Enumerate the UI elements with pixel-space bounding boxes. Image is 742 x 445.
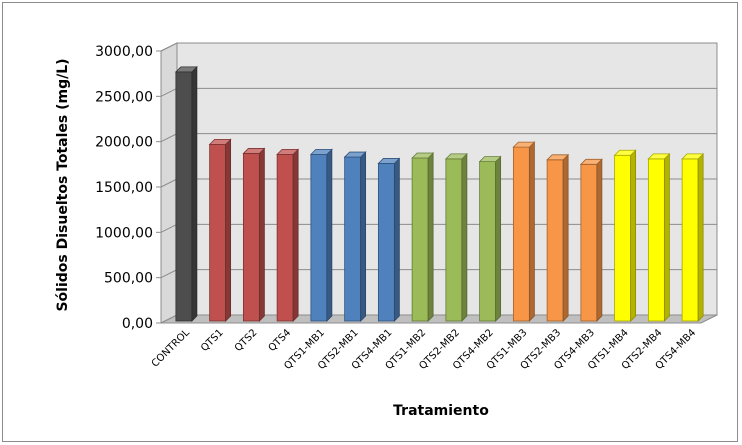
bar-front: [310, 153, 328, 322]
bar-top: [343, 151, 367, 158]
y-tick-label: 0,00: [122, 316, 153, 332]
gridline: [160, 42, 717, 52]
bar-qts1-mb2: [411, 152, 435, 322]
bar-top: [478, 156, 502, 163]
x-tick-label: QTS2: [233, 327, 260, 354]
bar-top: [444, 153, 468, 160]
bar-qts4: [276, 148, 300, 322]
bar-chart: 0,00 500,00 1000,00 1500,00 2000,00 2500,00 30…: [55, 42, 718, 419]
x-tick-label: CONTROL: [150, 327, 193, 370]
bar-side: [663, 152, 670, 322]
bar-front: [647, 158, 665, 322]
y-tick-label: 3000,00: [95, 44, 153, 60]
bar-top: [411, 152, 435, 159]
bar-side: [495, 155, 502, 322]
bar-side: [630, 149, 637, 322]
bar-front: [209, 143, 227, 322]
bar-top: [647, 153, 671, 160]
bar-front: [580, 163, 598, 322]
bar-side: [258, 147, 265, 322]
bar-control: [174, 65, 198, 322]
bar-front: [445, 158, 463, 322]
bar-qts4-mb3: [579, 158, 603, 322]
x-tick-label: QTS1: [199, 327, 226, 354]
floor: [160, 314, 718, 324]
bar-qts2-mb1: [343, 151, 367, 322]
bar-side: [427, 152, 434, 322]
bar-front: [344, 156, 362, 322]
bar-side: [596, 158, 603, 322]
bar-side: [225, 138, 232, 322]
bar-side: [326, 148, 333, 322]
bars-group: [174, 65, 705, 322]
bar-side: [697, 152, 704, 322]
y-tick-label: 2500,00: [95, 89, 153, 105]
y-tick-label: 1500,00: [95, 180, 153, 196]
bar-qts4-mb4: [681, 152, 705, 322]
x-axis-title: Tratamiento: [393, 403, 489, 419]
bar-front: [411, 157, 429, 322]
bar-qts2: [242, 147, 266, 322]
bar-qts2-mb2: [444, 152, 468, 322]
bar-side: [292, 148, 299, 322]
y-tick-labels: 0,00 500,00 1000,00 1500,00 2000,00 2500,00 30…: [95, 44, 153, 332]
bar-front: [546, 159, 564, 322]
x-tick-labels: CONTROL QTS1 QTS2 QTS4QTS1-MB1QTS2-MB1QTS4-…: [150, 327, 699, 372]
bar-front: [242, 153, 260, 322]
y-tick-label: 1000,00: [95, 225, 153, 241]
bar-side: [562, 153, 569, 322]
bar-front: [175, 71, 193, 322]
bar-top: [579, 158, 603, 165]
bar-side: [360, 151, 367, 322]
bar-qts1-mb3: [512, 141, 536, 322]
bar-top: [377, 158, 401, 164]
y-axis-title: Sólidos Disueltos Totales (mg/L): [55, 58, 71, 311]
bar-side: [393, 157, 400, 322]
bar-top: [613, 149, 637, 156]
bar-front: [681, 158, 699, 322]
bar-qts1: [208, 138, 232, 322]
bar-front: [377, 163, 395, 322]
bar-qts1-mb1: [309, 148, 333, 322]
bar-qts2-mb3: [546, 153, 570, 322]
bar-top: [242, 148, 266, 154]
bar-top: [681, 153, 705, 160]
bar-qts1-mb4: [613, 149, 637, 322]
bar-front: [479, 161, 497, 322]
bar-side: [528, 141, 535, 322]
bar-top: [512, 141, 536, 148]
bar-front: [512, 146, 530, 322]
bar-qts4-mb1: [377, 157, 401, 322]
bar-side: [191, 65, 198, 322]
bar-top: [208, 138, 232, 145]
y-tick-label: 2000,00: [95, 135, 153, 151]
bar-top: [309, 148, 333, 155]
y-tick-label: 500,00: [104, 271, 153, 287]
bar-top: [276, 148, 300, 155]
bar-front: [614, 154, 632, 322]
bar-front: [276, 153, 294, 322]
bar-top: [174, 66, 198, 73]
bar-qts2-mb4: [647, 152, 671, 322]
x-tick-label: QTS4: [267, 327, 294, 354]
bar-qts4-mb2: [478, 155, 502, 322]
bar-side: [461, 152, 468, 322]
bar-top: [546, 154, 570, 161]
